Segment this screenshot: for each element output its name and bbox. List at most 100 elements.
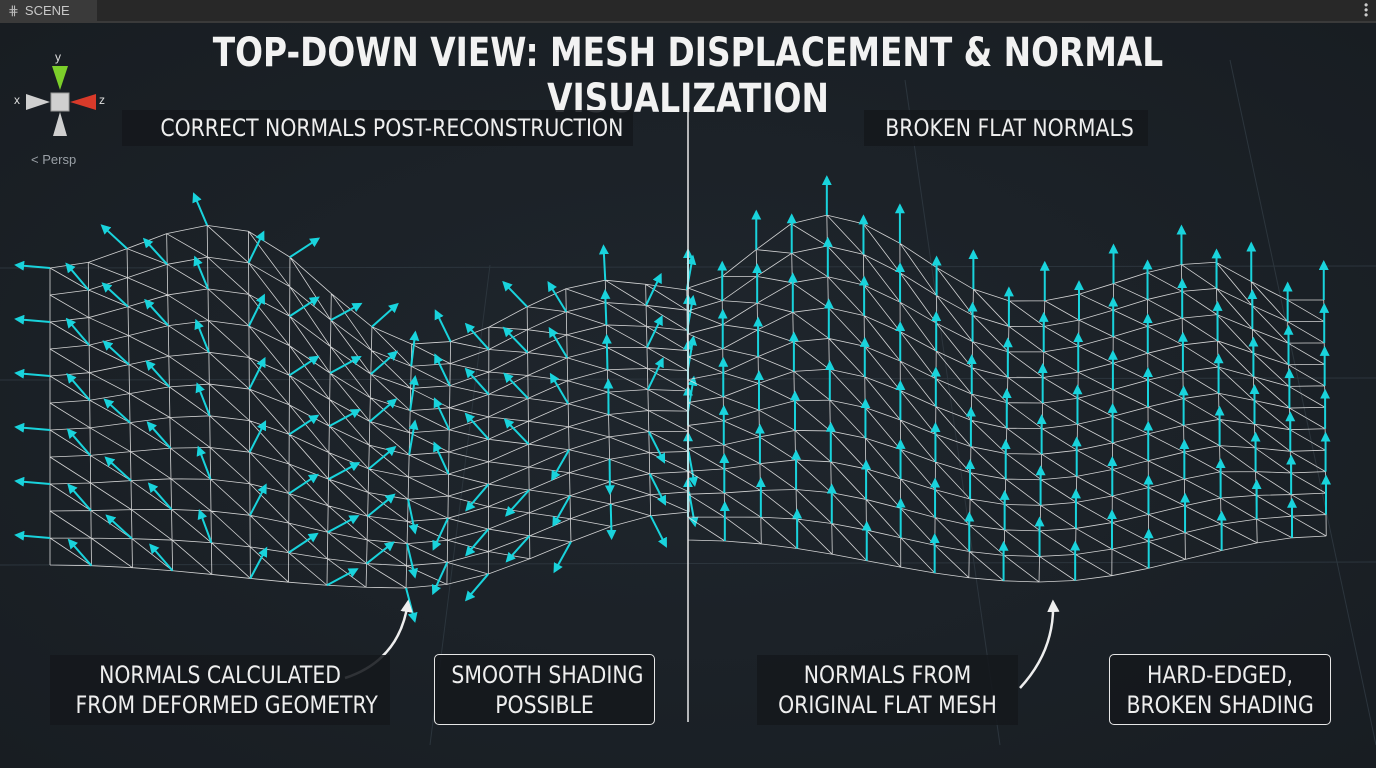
left-normal-arrow: [600, 288, 611, 325]
left-normal-arrow: [408, 419, 419, 456]
left-normal-arrow: [431, 561, 449, 596]
left-normal-arrow: [409, 374, 419, 411]
left-normal-arrow: [14, 260, 51, 271]
left-normal-arrow: [367, 493, 396, 517]
left-normal-arrow: [465, 483, 490, 512]
kebab-menu-icon[interactable]: • • •: [1364, 0, 1369, 22]
left-normal-arrow: [464, 322, 490, 351]
left-normal-arrow: [369, 398, 398, 423]
left-normal-arrow: [406, 543, 418, 579]
left-normal-arrow: [502, 280, 528, 308]
left-normal-arrow: [145, 360, 171, 388]
left-normal-arrow: [547, 281, 568, 313]
left-normal-arrow: [433, 397, 451, 431]
left-normal-arrow: [144, 298, 170, 327]
left-normal-arrow: [465, 528, 490, 557]
left-normal-arrow: [288, 414, 320, 436]
left-normal-arrow: [147, 482, 173, 511]
left-callout: NORMALS CALCULATED FROM DEFORMED GEOMETRY: [50, 655, 390, 725]
left-normal-arrow: [288, 473, 319, 495]
grid-hash-icon: ⋕: [8, 3, 19, 18]
left-normal-arrow: [104, 456, 132, 482]
y-axis-cone: [52, 66, 68, 90]
left-normal-arrow: [288, 355, 320, 377]
left-normal-arrow: [14, 530, 51, 541]
left-normal-arrow: [197, 508, 213, 544]
left-normal-arrow: [688, 491, 699, 528]
z-axis-cone: [70, 94, 96, 110]
left-normal-arrow: [289, 237, 321, 258]
left-heading: CORRECT NORMALS POST-RECONSTRUCTION: [122, 110, 633, 146]
scene-tab-label: SCENE: [24, 3, 70, 18]
right-heading: BROKEN FLAT NORMALS: [864, 110, 1148, 146]
gizmo-center-cube: [50, 92, 70, 112]
left-normal-arrow: [288, 532, 319, 554]
left-normal-arrow: [67, 538, 93, 567]
gizmo-z-label: z: [99, 93, 105, 107]
left-normal-arrow: [105, 514, 133, 540]
left-normal-arrow: [502, 326, 529, 354]
left-normal-arrow: [505, 535, 531, 563]
left-normal-arrow: [249, 483, 267, 516]
left-normal-arrow: [14, 314, 51, 325]
left-normal-arrow: [548, 326, 569, 359]
neg-y-axis-cone: [53, 112, 67, 136]
left-normal-arrow: [505, 489, 530, 517]
left-normal-arrow: [368, 445, 397, 470]
left-normal-arrow: [365, 541, 395, 565]
left-normal-arrow: [329, 355, 362, 374]
left-normal-arrow: [598, 244, 609, 281]
projection-label: Persp: [42, 152, 77, 167]
left-normal-arrow: [553, 541, 572, 574]
left-normal-arrow: [65, 262, 90, 291]
orientation-gizmo[interactable]: [0, 40, 120, 190]
left-normal-arrow: [409, 330, 420, 367]
left-normal-arrow: [247, 230, 265, 264]
left-normal-arrow: [549, 372, 570, 405]
left-normal-arrow: [645, 272, 662, 306]
ground-grid-line: [1229, 59, 1376, 746]
left-normal-arrow: [195, 382, 211, 417]
left-normal-arrow: [103, 398, 131, 424]
left-normal-arrow: [102, 340, 130, 366]
left-normal-arrow: [289, 296, 320, 318]
scene-tab[interactable]: ⋕ SCENE: [0, 0, 97, 21]
page-title: TOP-DOWN VIEW: MESH DISPLACEMENT & NORMA…: [212, 30, 1164, 122]
left-normal-arrow: [249, 546, 268, 579]
left-normal-arrow: [552, 495, 571, 528]
left-normal-arrow: [503, 418, 530, 445]
left-normal-arrow: [464, 367, 490, 396]
left-normal-arrow: [14, 368, 51, 379]
projection-toggle[interactable]: < Persp: [31, 152, 76, 167]
left-normal-arrow: [646, 357, 664, 390]
gizmo-x-label: x: [14, 93, 20, 107]
gizmo-y-label: y: [55, 50, 61, 64]
left-normal-arrow: [328, 409, 361, 428]
left-normal-arrow: [196, 445, 212, 480]
left-normal-arrow: [464, 573, 490, 602]
left-normal-arrow: [407, 499, 419, 535]
left-result-box: SMOOTH SHADING POSSIBLE: [434, 654, 655, 725]
left-normal-arrow: [14, 422, 51, 433]
left-normal-arrow: [327, 515, 360, 534]
left-normal-arrow: [100, 224, 128, 250]
left-normal-arrow: [146, 421, 172, 449]
left-normal-arrow: [66, 428, 92, 457]
left-wireframe-mesh: [49, 224, 690, 589]
chevron-left-icon: <: [31, 152, 43, 167]
right-callout-arrow: [1019, 599, 1060, 689]
left-normal-arrow: [248, 356, 266, 390]
left-normal-arrow: [65, 317, 90, 346]
left-normal-arrow: [192, 192, 209, 226]
left-normal-arrow: [432, 517, 449, 551]
x-axis-cone: [26, 94, 50, 110]
left-normal-arrow: [101, 282, 129, 308]
left-normal-arrow: [66, 372, 91, 401]
left-normal-arrow: [648, 473, 666, 506]
left-normal-arrow: [370, 350, 399, 375]
left-normal-arrow: [14, 476, 51, 487]
left-normal-arrow: [193, 255, 209, 290]
left-normal-arrow: [647, 431, 666, 464]
right-result-box: HARD-EDGED, BROKEN SHADING: [1109, 654, 1331, 725]
